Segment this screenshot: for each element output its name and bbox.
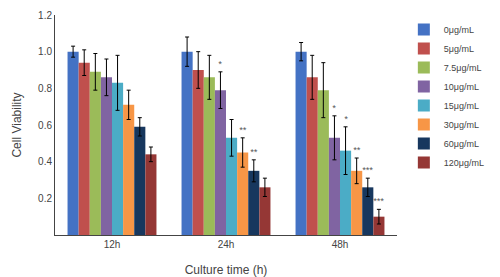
svg-text:*: * [344, 114, 348, 124]
svg-text:**: ** [353, 145, 361, 155]
svg-text:**: ** [239, 125, 247, 135]
svg-text:120μg/mL: 120μg/mL [444, 158, 484, 168]
svg-text:7.5μg/mL: 7.5μg/mL [444, 63, 482, 73]
svg-text:5μg/mL: 5μg/mL [444, 44, 474, 54]
svg-text:Cell Viability: Cell Viability [10, 92, 24, 157]
svg-text:1.0: 1.0 [38, 46, 52, 57]
svg-text:24h: 24h [218, 239, 235, 250]
svg-text:12h: 12h [104, 239, 121, 250]
svg-text:***: *** [373, 196, 384, 206]
svg-text:**: ** [250, 147, 258, 157]
svg-text:0μg/mL: 0μg/mL [444, 25, 474, 35]
svg-text:60μg/mL: 60μg/mL [444, 139, 479, 149]
svg-text:0.4: 0.4 [38, 156, 52, 167]
svg-text:30μg/mL: 30μg/mL [444, 120, 479, 130]
svg-text:15μg/mL: 15μg/mL [444, 101, 479, 111]
svg-text:0.8: 0.8 [38, 83, 52, 94]
svg-text:***: *** [362, 165, 373, 175]
svg-text:1.2: 1.2 [38, 10, 52, 21]
svg-text:Culture time (h): Culture time (h) [185, 263, 268, 277]
svg-text:48h: 48h [332, 239, 349, 250]
svg-text:*: * [332, 103, 336, 113]
svg-text:*: * [218, 59, 222, 69]
svg-text:10μg/mL: 10μg/mL [444, 82, 479, 92]
svg-text:0.2: 0.2 [38, 193, 52, 204]
svg-text:0.6: 0.6 [38, 120, 52, 131]
